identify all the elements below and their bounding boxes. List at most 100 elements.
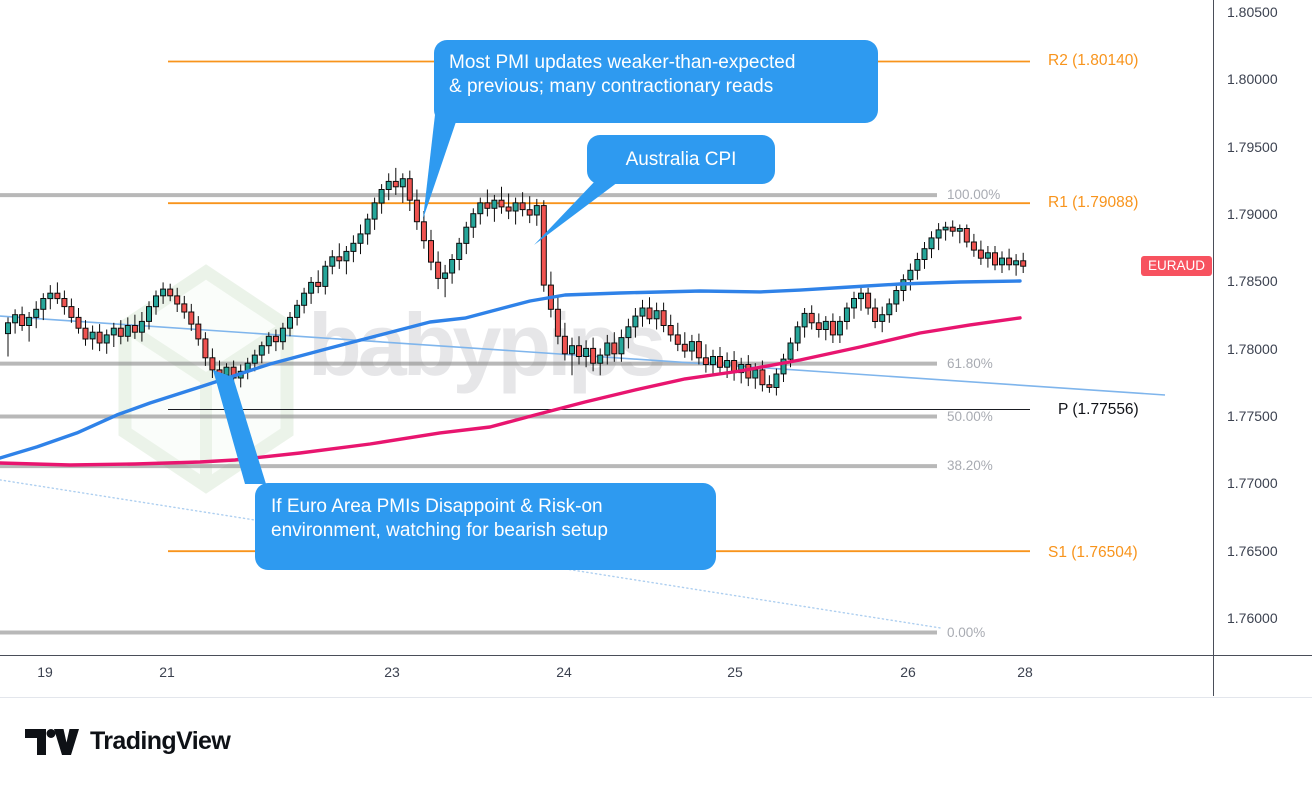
candle-body (308, 281, 315, 294)
candle-body (956, 228, 963, 232)
ma-blue (0, 279, 1022, 460)
candle-body (836, 320, 843, 336)
candle-body (702, 357, 709, 365)
candle-body (265, 335, 272, 347)
candle-body (738, 364, 745, 374)
chart-plot[interactable] (0, 0, 1213, 655)
candle-body (632, 315, 639, 328)
candle-body (505, 206, 512, 212)
candle-body (463, 226, 470, 244)
candle-body (526, 209, 533, 216)
candle-body (329, 256, 336, 267)
candle-body (484, 202, 491, 209)
candle-body (639, 307, 646, 317)
callout-bearish-setup[interactable]: If Euro Area PMIs Disappoint & Risk-on e… (255, 483, 716, 570)
candle-body (5, 322, 11, 335)
price-axis-tick: 1.78500 (1227, 273, 1278, 290)
candle-body (117, 327, 124, 337)
candle-body (110, 327, 117, 336)
candle-body (815, 322, 822, 330)
candle-body (780, 358, 787, 375)
candle-body (583, 347, 590, 357)
candle-body (371, 202, 378, 220)
candle-body (646, 307, 653, 320)
time-axis-tick: 28 (1017, 664, 1033, 680)
candle-body (61, 298, 68, 308)
candle-body (230, 366, 237, 379)
candle-body (977, 249, 984, 259)
candle-body (618, 337, 625, 355)
callout-tail[interactable] (213, 370, 266, 484)
price-axis-tick: 1.77000 (1227, 475, 1278, 492)
tradingview-branding[interactable]: TradingView (25, 727, 231, 756)
candle-body (717, 356, 723, 368)
callout-pmi-note[interactable]: Most PMI updates weaker-than-expected & … (434, 40, 878, 123)
candle-body (68, 306, 75, 318)
candle-body (96, 331, 103, 344)
candle-body (12, 314, 19, 324)
candle-body (272, 335, 279, 343)
price-axis-tick: 1.77500 (1227, 408, 1278, 425)
fib-label-100: 100.00% (947, 187, 1001, 202)
candle-body (167, 288, 174, 297)
candle-body (970, 241, 977, 251)
candle-body (279, 327, 286, 343)
candle-body (40, 298, 47, 310)
fib-label-50: 50.00% (947, 409, 993, 424)
pivot-label-s1: S1 (1.76504) (1048, 544, 1138, 561)
callout-text-line: If Euro Area PMIs Disappoint & Risk-on (271, 496, 603, 517)
time-axis-tick: 26 (900, 664, 916, 680)
candle-body (442, 272, 449, 279)
candle-body (843, 307, 850, 322)
candle-body (590, 347, 597, 364)
candle-body (251, 354, 258, 364)
candle-body (477, 202, 484, 215)
candle-body (667, 325, 674, 336)
candle-body (554, 308, 561, 337)
candle-body (498, 199, 505, 208)
candle-body (921, 248, 928, 260)
candle-body (759, 369, 766, 386)
candle-body (195, 323, 202, 340)
price-axis-tick: 1.79000 (1227, 206, 1278, 223)
callout-australia-cpi[interactable]: Australia CPI (587, 135, 775, 184)
price-axis-tick: 1.79500 (1227, 138, 1278, 155)
callout-text-line: & previous; many contractionary reads (449, 76, 774, 97)
time-axis[interactable]: 19 21 23 24 25 26 28 (0, 655, 1312, 698)
candle-body (47, 292, 54, 300)
candle-body (512, 202, 519, 212)
candle-body (89, 331, 96, 340)
candle-body (942, 226, 949, 231)
candle-body (808, 312, 815, 324)
candle-body (724, 360, 731, 368)
candle-body (752, 369, 759, 379)
pivot-label-r1: R1 (1.79088) (1048, 194, 1139, 211)
price-axis[interactable]: 1.80500 1.80000 1.79500 1.79000 1.78500 1.780… (1213, 0, 1312, 655)
pivot-label-r2: R2 (1.80140) (1048, 52, 1139, 69)
candle-body (851, 298, 857, 309)
candle-body (886, 303, 893, 316)
candle-body (103, 334, 110, 344)
candle-body (33, 308, 40, 318)
candle-body (160, 288, 167, 297)
candle-body (399, 178, 406, 188)
candle-body (872, 307, 879, 322)
candle-body (174, 295, 181, 305)
candle-body (540, 205, 547, 286)
candle-body (653, 310, 660, 320)
candle-body (378, 189, 385, 204)
callout-tail[interactable] (534, 179, 622, 245)
candle-body (202, 338, 209, 359)
callout-tail[interactable] (423, 106, 460, 219)
candle-body (801, 312, 808, 328)
candle-body (75, 316, 82, 329)
candle-body (907, 269, 914, 281)
candle-body (131, 325, 138, 333)
candle-body (82, 327, 89, 340)
fib-label-38-2: 38.20% (947, 458, 993, 473)
candle-body (829, 320, 836, 336)
candle-body (322, 265, 329, 287)
candle-body (449, 259, 456, 274)
time-axis-tick: 21 (159, 664, 175, 680)
